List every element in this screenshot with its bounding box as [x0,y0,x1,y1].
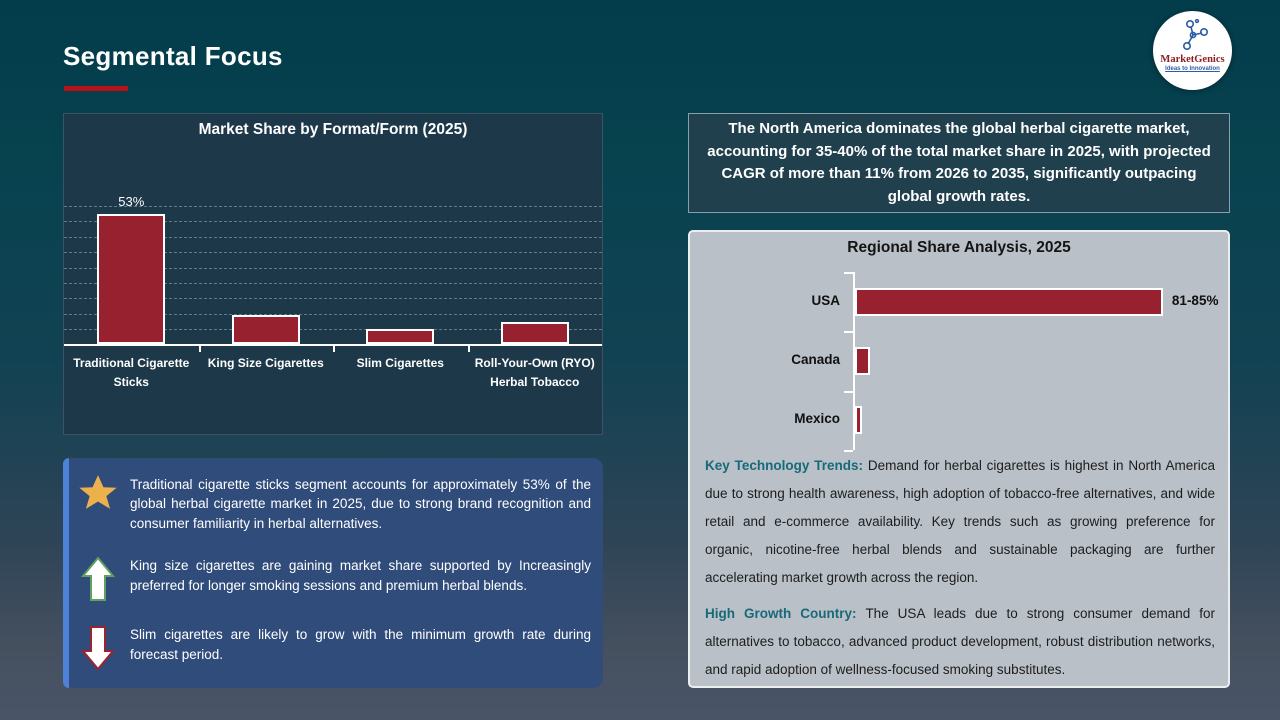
gridline [64,329,602,331]
down-arrow-icon [76,625,120,671]
category-label: Slim Cigarettes [356,356,444,370]
gridline [64,252,602,254]
insight-row: Slim cigarettes are likely to grow with … [76,625,591,671]
format-chart-axis [64,344,602,346]
regional-chart-axis [853,272,855,450]
trend-paragraph: High Growth Country: The USA leads due t… [705,606,1215,677]
insights-list: Traditional cigarette sticks segment acc… [76,475,591,671]
molecule-icon [1182,18,1208,50]
insight-text: King size cigarettes are gaining market … [130,558,591,593]
axis-tick [844,449,853,452]
gridline [64,298,602,300]
bar-usa [855,287,1163,316]
bar-data-label: 81-85% [1171,292,1219,308]
insights-box: Traditional cigarette sticks segment acc… [63,458,603,688]
axis-tick [333,346,335,352]
regional-analysis-panel: Regional Share Analysis, 2025 USA 81-85% C… [688,230,1230,688]
region-label: Canada [791,351,840,367]
insight-row: Traditional cigarette sticks segment acc… [76,475,591,533]
format-chart-plot: 53% [64,194,602,344]
insight-text: Slim cigarettes are likely to grow with … [130,627,591,662]
bar-king-size-cigarettes [231,314,300,344]
bar-mexico [855,406,863,435]
insights-accent-stripe [63,458,69,688]
bar-roll-your-own-ryo-herbal-tobacco [500,321,569,344]
logo-name: MarketGenics [1160,54,1225,65]
gridline [64,283,602,284]
page-title: Segmental Focus [63,41,283,71]
callout-text: The North America dominates the global h… [707,120,1211,205]
gridline [64,236,602,238]
trend-paragraph: Key Technology Trends: Demand for herbal… [705,458,1215,585]
trend-label: Key Technology Trends: [705,458,868,473]
regional-chart-plot: USA 81-85% Canada Mexico [690,264,1228,460]
star-icon [76,475,120,533]
axis-tick [844,272,853,274]
north-america-callout: The North America dominates the global h… [688,113,1230,213]
category-label: Traditional Cigarette Sticks [73,356,190,389]
format-chart-title: Market Share by Format/Form (2025) [198,121,468,138]
insight-row: King size cigarettes are gaining market … [76,556,591,602]
category-label: King Size Cigarettes [207,356,324,370]
regional-chart-title: Regional Share Analysis, 2025 [847,239,1071,256]
title-underline [64,86,128,91]
axis-tick [844,331,853,334]
axis-tick [467,346,470,352]
trends-text-block: Key Technology Trends: Demand for herbal… [705,452,1215,692]
bar-canada [855,346,870,375]
gridline [64,206,602,207]
insight-text: Traditional cigarette sticks segment acc… [130,477,591,531]
gridline [64,267,602,269]
axis-tick [844,390,853,393]
region-label: USA [811,292,840,308]
region-label: Mexico [794,411,840,427]
bar-slim-cigarettes [366,329,435,344]
category-label: Roll-Your-Own (RYO) Herbal Tobacco [474,356,595,389]
logo-tagline: Ideas to Innovation [1165,66,1220,72]
bar-data-label: 53% [118,194,145,210]
logo: MarketGenics Ideas to Innovation [1153,11,1232,90]
format-share-chart-panel: Market Share by Format/Form (2025) 53% T… [63,113,603,435]
bar-traditional-cigarette-sticks [97,214,166,344]
gridline [64,221,602,223]
gridline [64,313,602,315]
axis-tick [198,346,201,352]
format-chart-category-labels: Traditional Cigarette Sticks King Size Ci… [64,354,602,391]
trend-label: High Growth Country: [705,606,866,621]
up-arrow-icon [76,556,120,602]
